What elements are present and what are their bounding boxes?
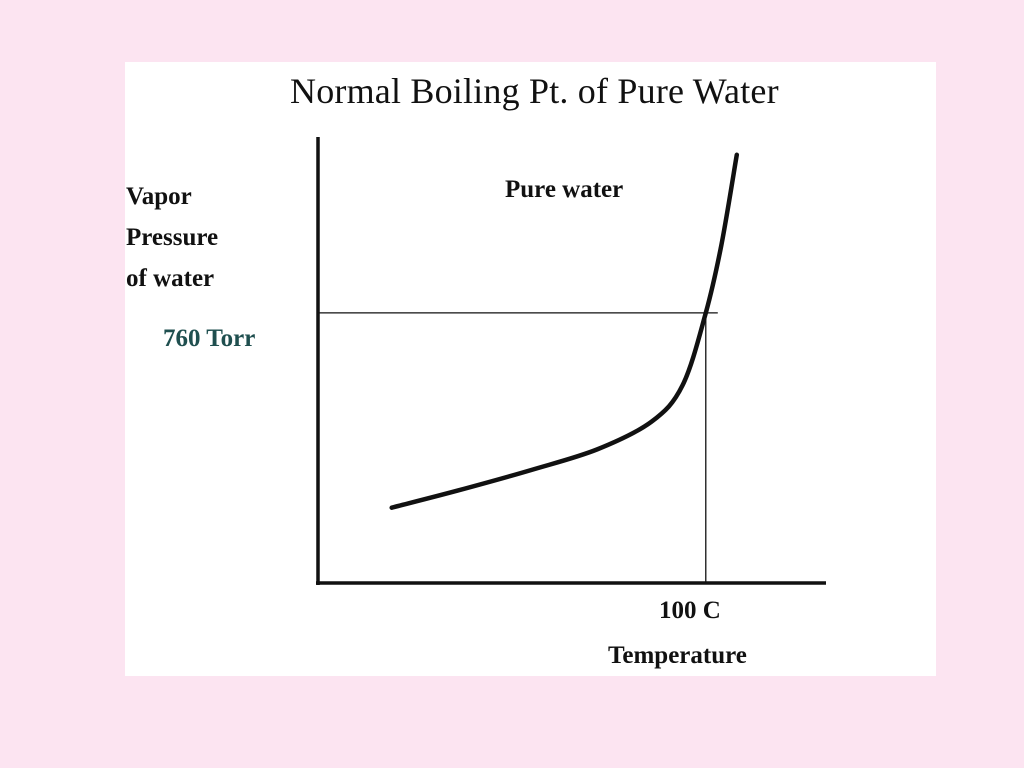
y-axis-label-line-2: Pressure <box>126 224 219 251</box>
y-axis-label-line-3: of water <box>126 265 215 292</box>
y-axis-label-line-1: Vapor <box>126 183 192 210</box>
x-axis-label: Temperature <box>608 642 747 669</box>
tick-label-760-torr: 760 Torr <box>163 325 255 352</box>
y-axis-label: Vapor Pressure of water <box>126 176 218 299</box>
slide-panel <box>125 62 936 676</box>
series-label-pure-water: Pure water <box>505 176 623 203</box>
chart-title: Normal Boiling Pt. of Pure Water <box>290 71 779 111</box>
pure-water-curve <box>389 152 740 510</box>
tick-label-100-c: 100 C <box>659 597 721 624</box>
